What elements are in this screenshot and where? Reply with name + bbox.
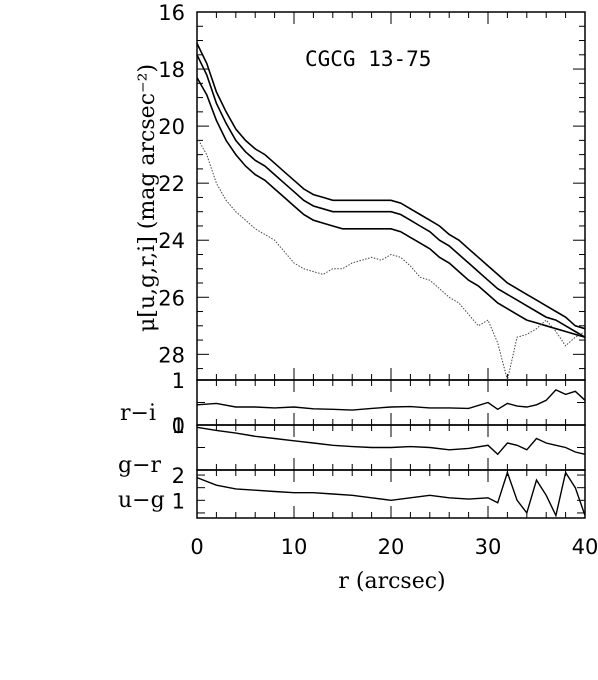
y-tick-label-ri: 1	[172, 369, 185, 393]
y-tick-label-sb: 16	[158, 1, 185, 25]
y-axis-label-sb: μ[u,g,r,i] (mag arcsec⁻²)	[135, 64, 160, 332]
y-tick-label-sb: 20	[158, 115, 185, 139]
y-tick-label-sb: 18	[158, 58, 185, 82]
y-tick-label-ug: 2	[172, 464, 185, 488]
colour-profile-ri	[196, 389, 586, 411]
colour-profile-ug	[196, 470, 586, 518]
x-tick-label: 30	[475, 535, 502, 559]
y-tick-label-sb: 26	[158, 286, 185, 310]
x-axis-label: r (arcsec)	[338, 569, 445, 594]
sb-profile-line-2	[196, 54, 586, 338]
y-axis-label-ug: u−g	[118, 488, 165, 513]
chart-title: CGCG 13-75	[305, 47, 431, 71]
y-axis-label-ri: r−i	[120, 401, 156, 426]
x-tick-label: 0	[190, 535, 203, 559]
y-axis-label-gr: g−r	[118, 453, 162, 478]
y-tick-label-sb: 28	[158, 343, 185, 367]
x-tick-label: 10	[281, 535, 308, 559]
y-tick-label-ug: 1	[172, 489, 185, 513]
y-tick-label-sb: 22	[158, 172, 185, 196]
sb-profile-line-1	[196, 43, 586, 330]
colour-profile-gr	[196, 426, 586, 456]
sb-profile-line-3	[196, 77, 586, 338]
x-tick-label: 20	[378, 535, 405, 559]
y-tick-label-gr: 1	[172, 414, 185, 438]
y-tick-label-sb: 24	[158, 229, 185, 253]
x-tick-label: 40	[572, 535, 598, 559]
y-tick-label-ri: 0	[172, 414, 185, 438]
sb-profile-line-4	[196, 137, 586, 381]
